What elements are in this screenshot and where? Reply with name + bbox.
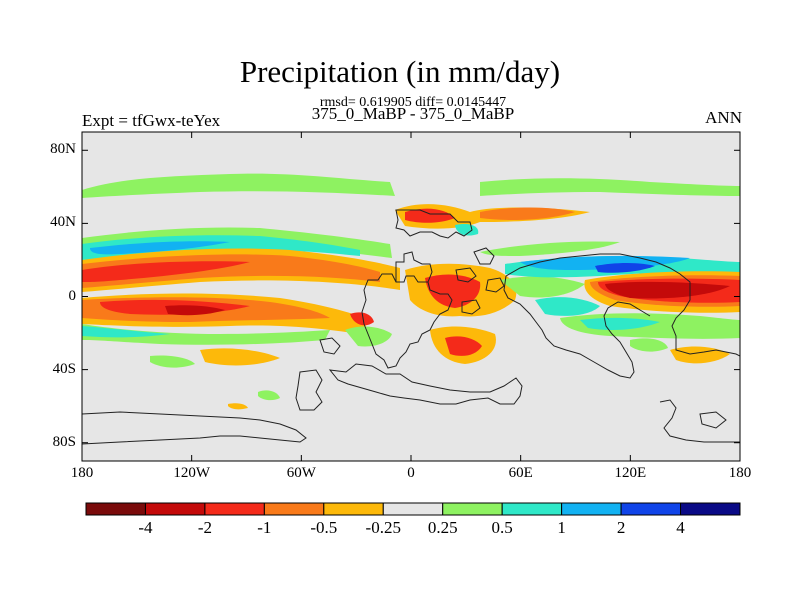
colorbar-bin (144, 502, 206, 516)
coastlines (82, 209, 740, 445)
field-band-sh-cyan-west (82, 326, 170, 338)
stats-line: rmsd= 0.619905 diff= 0.0145447 (319, 95, 507, 110)
field-eastwet-core (595, 263, 655, 273)
x-tick-label: 60W (286, 465, 316, 481)
x-tick-label: 60E (508, 465, 533, 481)
colorbar-bin (680, 502, 741, 516)
tick-marks (81, 132, 741, 461)
colorbar-bin (620, 502, 682, 516)
field-sh-green-patches (150, 355, 195, 368)
colorbar (85, 502, 741, 516)
colorbar-bin (382, 502, 444, 516)
x-tick-label: 0 (407, 465, 415, 481)
field-eastnorth-green (480, 241, 620, 256)
field-asia-red (480, 207, 575, 220)
colorbar-tick-label: -1 (257, 518, 272, 537)
x-tick-label: 120E (614, 465, 647, 481)
colorbar-tick-label: 4 (676, 518, 685, 537)
season-label: ANN (705, 108, 742, 127)
colorbar-tick-label: 2 (616, 518, 626, 537)
field-africa-red (425, 274, 481, 308)
field-band-nh-green-east (480, 178, 740, 196)
field-atlantic-red (350, 312, 374, 326)
field-eastsouth-green2 (630, 338, 668, 352)
colorbar-tick-label: -2 (197, 518, 212, 537)
field-band-nh-green-west (82, 173, 395, 198)
y-tick-label: 80S (52, 433, 76, 450)
field-band-eq-red-west (82, 261, 250, 282)
y-tick-label: 0 (68, 287, 77, 304)
y-tick-label: 80N (50, 141, 76, 158)
colorbar-tick-label: 0.25 (427, 518, 458, 537)
y-tick-label: 40N (50, 214, 76, 231)
colorbar-tick-label: 1 (557, 518, 566, 537)
field-sh-orange-patches (200, 348, 280, 366)
colorbar-bin (442, 502, 503, 516)
field-indian-cyan (535, 297, 600, 316)
field-s-orange-patch (228, 403, 248, 410)
colorbar-tick-label: -0.5 (310, 518, 338, 537)
colorbar-bin (85, 502, 146, 516)
field-indian-green (500, 276, 585, 298)
x-tick-label: 180 (70, 465, 94, 481)
field-eastsouth-cyan (580, 317, 660, 330)
colorbar-tick-label: -4 (138, 518, 153, 537)
colorbar-bin (501, 502, 563, 516)
chart-title: Precipitation (in mm/day) (239, 54, 561, 89)
colorbar-bin (263, 502, 325, 516)
colorbar-tick-label: -0.25 (365, 518, 401, 537)
field-band-sh-darkred-west (165, 305, 225, 316)
field-europe-blue (455, 224, 479, 236)
field-s-green-patch (258, 390, 280, 401)
chart-subtitle: 375_0_MaBP - 375_0_MaBP (311, 104, 515, 123)
plot-area (82, 132, 740, 461)
field-europe-red (405, 208, 455, 223)
x-tick-label: 120W (173, 465, 210, 481)
field-band-sh-green-west (82, 324, 330, 345)
field-africa-south-red (445, 336, 482, 356)
experiment-label: Expt = tfGwx-teYex (82, 111, 221, 130)
field-eastdry-darkred (605, 281, 730, 299)
colorbar-tick-label: 0.5 (491, 518, 513, 537)
field-band-nh-blue (90, 241, 230, 255)
colorbar-bin (323, 502, 384, 516)
colorbar-bin (561, 502, 622, 516)
x-tick-label: 180 (728, 465, 752, 481)
colorbar-bin (204, 502, 265, 516)
field-eastsouth-orange (670, 346, 730, 364)
y-tick-label: 40S (52, 360, 76, 377)
